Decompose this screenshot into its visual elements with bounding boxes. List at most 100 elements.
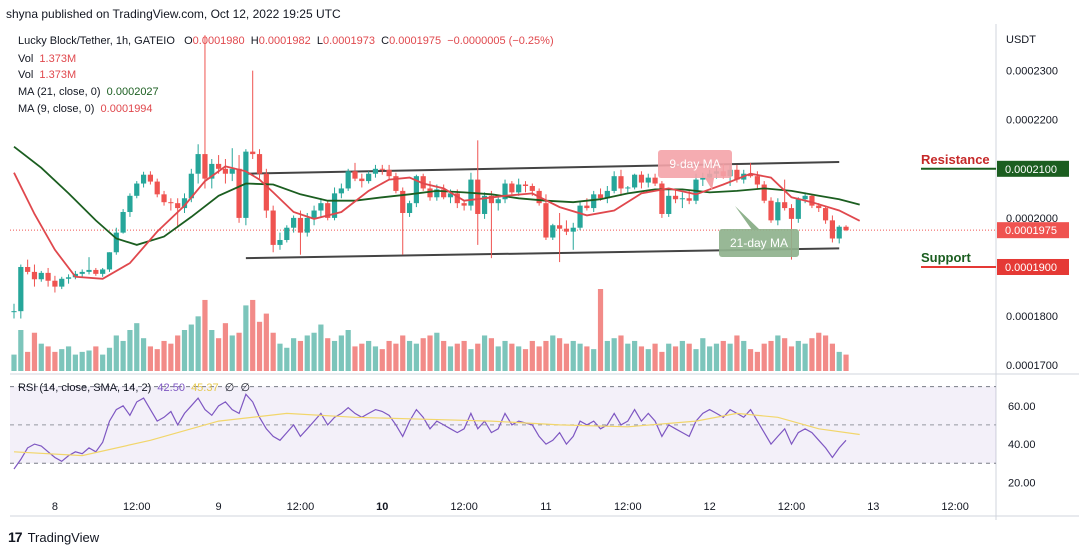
volume-bar (761, 343, 767, 371)
volume-bar (788, 346, 795, 371)
volume-bar (461, 340, 467, 371)
candle (25, 259, 31, 275)
rsi-legend[interactable]: RSI (14, close, SMA, 14, 2) 42.50 45.37 … (18, 381, 250, 394)
candle-body (154, 181, 160, 195)
candle (550, 223, 556, 240)
volume-legend-2[interactable]: Vol 1.373M (18, 69, 76, 81)
candle-body (31, 271, 38, 280)
candle-body (529, 185, 535, 191)
volume-bar (352, 346, 358, 371)
volume-bar (325, 338, 331, 371)
support-value-box (997, 258, 1069, 275)
candle (284, 225, 290, 243)
ma9-line (13, 165, 861, 280)
candle-body (686, 198, 692, 201)
candle-body (441, 189, 447, 198)
candle-body (495, 199, 501, 204)
candle-body (816, 205, 822, 209)
volume-bar (379, 349, 385, 371)
ma9-legend[interactable]: MA (9, close, 0) 0.0001994 (18, 103, 153, 115)
volume-bar (147, 346, 153, 371)
ma21-annotation-label: 21-day MA (730, 236, 788, 250)
candle-body (181, 198, 188, 209)
candle (127, 193, 133, 217)
candle (31, 264, 38, 287)
volume-bar (829, 343, 835, 371)
volume-bar (270, 332, 276, 371)
candle-body (59, 278, 65, 287)
volume-bar (475, 343, 481, 371)
volume-bar (625, 343, 631, 371)
candle-body (250, 151, 256, 155)
volume-bar (645, 349, 651, 371)
axis-unit: USDT (1006, 34, 1036, 46)
candle-body (86, 269, 92, 272)
candle (611, 171, 617, 194)
volume-bar (550, 335, 556, 371)
candle-body (822, 208, 829, 221)
candle-body (604, 190, 610, 199)
candle (625, 185, 631, 193)
x-tick-label: 8 (52, 501, 58, 513)
ma21-annotation: 21-day MA (719, 206, 799, 257)
volume-bar (79, 351, 85, 371)
symbol-name[interactable]: Lucky Block/Tether, 1h, GATEIO (18, 35, 175, 47)
candle-body (761, 184, 767, 201)
candle-body (263, 173, 269, 211)
volume-bar (243, 305, 249, 371)
volume-bar (638, 346, 645, 371)
volume-bar (420, 338, 426, 371)
candle (461, 200, 467, 211)
candle-body (597, 194, 604, 199)
candle-body (775, 202, 781, 221)
candle-body (11, 311, 17, 313)
candle-body (795, 199, 801, 219)
candle (140, 171, 147, 188)
volume-legend-1[interactable]: Vol 1.373M (18, 53, 76, 65)
candle (563, 220, 570, 236)
volume-bar (11, 354, 17, 371)
volume-bar (686, 343, 692, 371)
candle-body (788, 208, 795, 219)
candle (100, 267, 106, 277)
candle-body (836, 226, 842, 239)
candle-body (413, 176, 419, 204)
x-tick-label: 10 (376, 501, 388, 513)
volume-bar (250, 299, 256, 371)
candle-body (454, 193, 460, 204)
volume-bar (406, 340, 413, 371)
candle-body (652, 177, 658, 184)
volume-bar (120, 340, 126, 371)
candle-body (843, 226, 849, 231)
volume-bar (468, 349, 474, 371)
volume-bar (72, 354, 78, 371)
x-tick-label: 11 (540, 501, 551, 513)
volume-bar (809, 338, 815, 371)
high-label: H (250, 35, 259, 47)
volume-bar (113, 335, 119, 371)
ma9-annotation-label: 9-day MA (669, 157, 720, 171)
candle-body (638, 174, 645, 183)
candle-body (134, 183, 140, 196)
low-value: 0.0001973 (322, 35, 375, 47)
ma21-legend[interactable]: MA (21, close, 0) 0.0002027 (18, 86, 159, 98)
candle-body (270, 210, 276, 245)
volume-bar (632, 340, 638, 371)
candle-body (516, 184, 522, 193)
volume-bar (372, 346, 379, 371)
candle-body (488, 195, 494, 204)
candle-body (45, 272, 51, 281)
volume-bar (454, 343, 460, 371)
volume-bar (597, 289, 604, 371)
footer-brand[interactable]: 17 TradingView (8, 529, 99, 545)
candle-body (161, 194, 167, 203)
candle-body (434, 189, 440, 198)
candle (747, 162, 754, 178)
volume-bar (209, 330, 215, 371)
candle (338, 183, 344, 199)
volume-bar (536, 346, 542, 371)
volume-bar (393, 343, 399, 371)
candle-body (331, 193, 338, 218)
y-tick-label: 0.0002200 (1006, 115, 1058, 127)
